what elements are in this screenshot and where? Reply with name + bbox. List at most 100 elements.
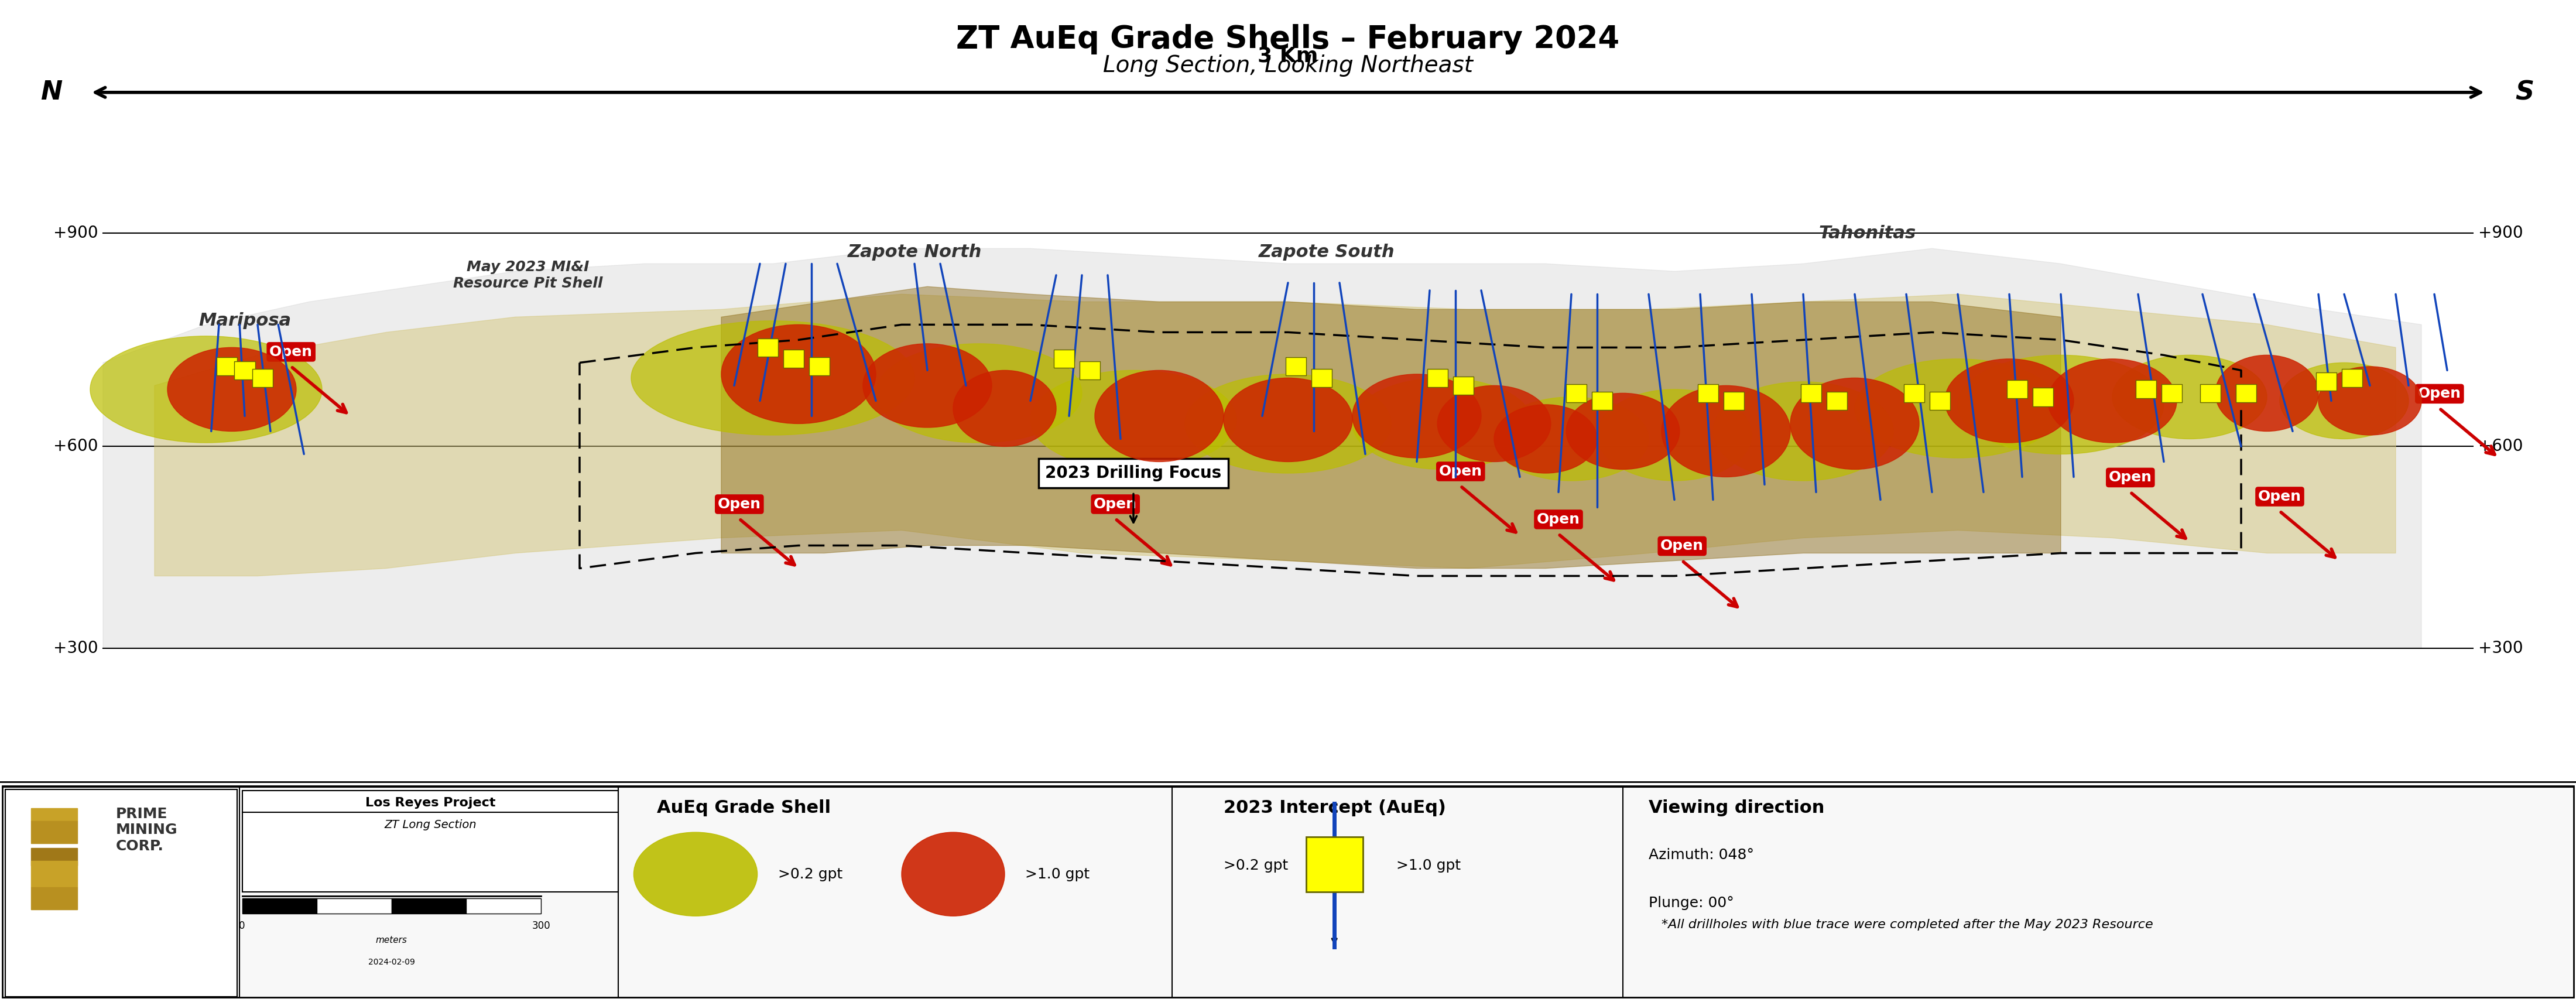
Text: Los Reyes Project: Los Reyes Project <box>366 797 495 809</box>
FancyBboxPatch shape <box>242 899 317 914</box>
Ellipse shape <box>1352 374 1481 458</box>
FancyBboxPatch shape <box>2342 369 2362 387</box>
Ellipse shape <box>902 833 1005 916</box>
Ellipse shape <box>2215 355 2318 431</box>
Text: N: N <box>41 80 62 105</box>
Ellipse shape <box>1713 382 1893 481</box>
Text: Open: Open <box>1538 512 1579 526</box>
Text: 2023 Intercept (AuEq): 2023 Intercept (AuEq) <box>1224 800 1445 817</box>
Text: +600: +600 <box>2478 438 2522 455</box>
Text: >0.2 gpt: >0.2 gpt <box>778 867 842 881</box>
Text: Zapote North: Zapote North <box>848 243 981 261</box>
Ellipse shape <box>1566 393 1680 469</box>
Ellipse shape <box>1597 390 1752 481</box>
Ellipse shape <box>953 371 1056 447</box>
Text: *All drillholes with blue trace were completed after the May 2023 Resource: *All drillholes with blue trace were com… <box>1662 919 2154 931</box>
FancyBboxPatch shape <box>1723 392 1744 410</box>
FancyBboxPatch shape <box>31 822 77 844</box>
Ellipse shape <box>1855 359 2061 458</box>
Ellipse shape <box>1494 397 1649 481</box>
Text: Open: Open <box>1440 464 1481 479</box>
Ellipse shape <box>1352 378 1533 469</box>
Ellipse shape <box>876 344 1082 443</box>
Text: ZT Long Section: ZT Long Section <box>384 819 477 831</box>
Text: Tahonitas: Tahonitas <box>1819 224 1917 241</box>
Ellipse shape <box>1224 378 1352 462</box>
Ellipse shape <box>1790 378 1919 469</box>
Ellipse shape <box>631 321 914 435</box>
Text: Open: Open <box>1095 497 1136 511</box>
Text: 2024-02-09: 2024-02-09 <box>368 958 415 966</box>
FancyBboxPatch shape <box>1079 361 1100 380</box>
FancyBboxPatch shape <box>31 848 77 866</box>
Text: ZT AuEq Grade Shells – February 2024: ZT AuEq Grade Shells – February 2024 <box>956 24 1620 54</box>
FancyBboxPatch shape <box>2200 384 2221 403</box>
Text: >0.2 gpt: >0.2 gpt <box>1224 859 1288 873</box>
Text: +900: +900 <box>54 225 98 241</box>
Ellipse shape <box>1437 386 1551 462</box>
Ellipse shape <box>863 344 992 428</box>
FancyBboxPatch shape <box>2007 380 2027 399</box>
Text: meters: meters <box>376 936 407 945</box>
Ellipse shape <box>1662 386 1790 477</box>
FancyBboxPatch shape <box>1306 837 1363 892</box>
Ellipse shape <box>1494 405 1597 473</box>
Text: Azimuth: 048°: Azimuth: 048° <box>1649 848 1754 862</box>
FancyBboxPatch shape <box>1826 392 1847 410</box>
FancyBboxPatch shape <box>1801 384 1821 403</box>
Text: Open: Open <box>719 497 760 511</box>
Ellipse shape <box>2318 367 2421 435</box>
FancyBboxPatch shape <box>1929 392 1950 410</box>
FancyBboxPatch shape <box>1427 369 1448 387</box>
Ellipse shape <box>1945 359 2074 443</box>
Text: PRIME
MINING
CORP.: PRIME MINING CORP. <box>116 807 178 854</box>
Text: Zapote South: Zapote South <box>1260 243 1394 261</box>
Polygon shape <box>721 287 2061 568</box>
FancyBboxPatch shape <box>757 339 778 357</box>
Text: Open: Open <box>2110 471 2151 485</box>
Ellipse shape <box>1095 371 1224 462</box>
Text: Open: Open <box>2419 387 2460 401</box>
FancyBboxPatch shape <box>2316 373 2336 391</box>
FancyBboxPatch shape <box>3 786 2573 998</box>
FancyBboxPatch shape <box>1904 384 1924 403</box>
Text: AuEq Grade Shell: AuEq Grade Shell <box>657 800 832 817</box>
Polygon shape <box>103 248 2421 648</box>
Text: Mariposa: Mariposa <box>198 313 291 330</box>
FancyBboxPatch shape <box>783 350 804 368</box>
FancyBboxPatch shape <box>1054 350 1074 368</box>
Text: Open: Open <box>270 345 312 359</box>
Ellipse shape <box>90 336 322 443</box>
Text: +600: +600 <box>54 438 98 455</box>
Text: Plunge: 00°: Plunge: 00° <box>1649 896 1734 910</box>
Ellipse shape <box>721 325 876 424</box>
Ellipse shape <box>167 348 296 431</box>
Text: Open: Open <box>1662 539 1703 553</box>
FancyBboxPatch shape <box>2136 380 2156 399</box>
Text: >1.0 gpt: >1.0 gpt <box>1025 867 1090 881</box>
Text: 2023 Drilling Focus: 2023 Drilling Focus <box>1046 465 1221 481</box>
FancyBboxPatch shape <box>1698 384 1718 403</box>
Ellipse shape <box>634 833 757 916</box>
Text: Open: Open <box>2259 490 2300 504</box>
FancyBboxPatch shape <box>31 808 77 822</box>
FancyBboxPatch shape <box>2236 384 2257 403</box>
FancyBboxPatch shape <box>809 358 829 376</box>
FancyBboxPatch shape <box>2032 388 2053 406</box>
FancyBboxPatch shape <box>242 791 618 892</box>
FancyBboxPatch shape <box>31 888 77 910</box>
Ellipse shape <box>2112 355 2267 439</box>
FancyBboxPatch shape <box>466 899 541 914</box>
FancyBboxPatch shape <box>252 369 273 387</box>
FancyBboxPatch shape <box>1566 384 1587 403</box>
Text: +0: +0 <box>2478 816 2501 832</box>
Text: +300: +300 <box>54 640 98 656</box>
Text: +0: +0 <box>75 816 98 832</box>
FancyBboxPatch shape <box>2161 384 2182 403</box>
FancyBboxPatch shape <box>1311 369 1332 387</box>
FancyBboxPatch shape <box>1285 358 1306 376</box>
Text: S: S <box>2514 80 2535 105</box>
Text: 0: 0 <box>240 921 245 931</box>
Ellipse shape <box>2280 363 2409 439</box>
FancyBboxPatch shape <box>1592 392 1613 410</box>
